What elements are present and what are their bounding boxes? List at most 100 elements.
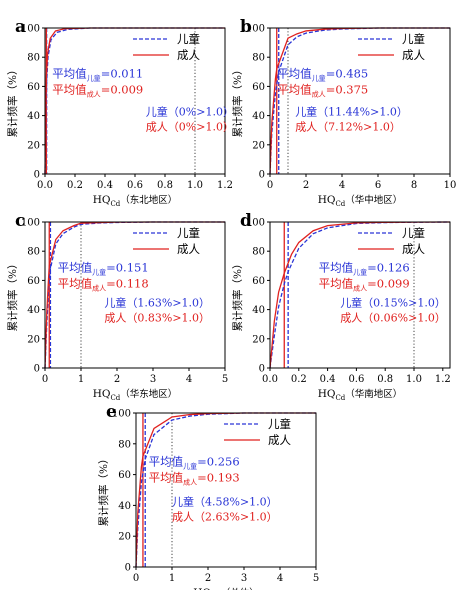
y-tick-label: 80 (252, 247, 265, 258)
y-tick-label: 20 (27, 140, 40, 151)
exceed-annotation-adult: 成人（7.12%>1.0） (295, 121, 401, 134)
mean-value-child: =0.256 (197, 454, 240, 468)
y-tick-label: 60 (118, 470, 131, 481)
legend-label-adult: 成人 (268, 433, 291, 447)
x-tick-label: 4 (339, 180, 345, 191)
y-tick-label: 80 (27, 53, 40, 64)
exceed-annotation-child: 儿童（0%>1.0） (146, 105, 234, 119)
mean-value-child: =0.151 (106, 261, 149, 275)
x-axis-label-region: （东北地区） (120, 194, 177, 206)
x-tick-label: 0.6 (348, 374, 364, 385)
legend-label-child: 儿童 (177, 226, 200, 240)
x-tick-label: 1.0 (187, 180, 203, 191)
mean-annotation-adult: 平均值成人=0.193 (149, 470, 240, 486)
exceed-annotation-adult: 成人（0.83%>1.0） (104, 312, 210, 325)
legend-label-adult: 成人 (402, 242, 425, 256)
exceed-annotation-adult: 成人（0%>1.0） (146, 121, 234, 134)
x-tick-label: 0.2 (291, 374, 307, 385)
x-axis-label-region: （华南地区） (345, 388, 402, 400)
x-tick-label: 1.0 (406, 374, 422, 385)
panel-letter: b (240, 17, 252, 37)
x-tick-label: 0.0 (262, 374, 278, 385)
x-axis-label-sub: Cd (110, 394, 120, 402)
x-tick-label: 0.4 (97, 180, 113, 191)
y-tick-label: 100 (246, 218, 265, 229)
y-tick-label: 60 (27, 82, 40, 93)
x-axis-label: HQCd（总体） (193, 587, 259, 590)
x-tick-label: 2 (205, 573, 211, 584)
x-axis-label: HQCd（华南地区） (318, 388, 403, 402)
legend-label-adult: 成人 (177, 242, 200, 256)
y-axis-label: 累计频率（%） (6, 259, 19, 332)
mean-label: 平均值 (319, 261, 354, 275)
exceed-annotation-child: 儿童（4.58%>1.0） (172, 494, 278, 508)
mean-label: 平均值 (58, 277, 93, 291)
mean-sub-adult: 成人 (353, 284, 367, 293)
y-tick-label: 40 (118, 501, 131, 512)
mean-annotation-child: 平均值儿童=0.151 (58, 261, 149, 277)
x-tick-label: 0.8 (157, 180, 173, 191)
mean-value-adult: =0.193 (197, 470, 240, 484)
plot-frame (269, 221, 451, 369)
mean-annotation-child: 平均值儿童=0.126 (319, 261, 410, 277)
x-axis-label: HQCd（华东地区） (93, 388, 178, 402)
exceed-annotation-adult: 成人（0.06%>1.0） (340, 312, 446, 325)
mean-value-child: =0.011 (101, 67, 144, 81)
mean-sub-adult: 成人 (92, 284, 106, 293)
y-tick-label: 20 (27, 334, 40, 345)
x-axis-label-main: HQ (93, 194, 111, 206)
mean-sub-child: 儿童 (87, 74, 101, 83)
y-tick-label: 20 (118, 532, 131, 543)
mean-sub-child: 儿童 (312, 74, 326, 83)
x-tick-label: 0.6 (127, 180, 143, 191)
x-tick-label: 0.4 (320, 374, 336, 385)
exceed-annotation-child: 儿童（1.63%>1.0） (104, 296, 210, 310)
mean-annotation-adult: 平均值成人=0.118 (58, 277, 149, 293)
mean-sub-child: 儿童 (353, 268, 367, 277)
mean-annotation-child: 平均值儿童=0.485 (277, 67, 368, 83)
mean-label: 平均值 (277, 67, 312, 81)
y-tick-label: 20 (252, 334, 265, 345)
panel-letter: e (106, 402, 117, 422)
mean-value-child: =0.126 (367, 261, 410, 275)
mean-label: 平均值 (58, 261, 93, 275)
mean-sub-adult: 成人 (87, 90, 101, 99)
panel-letter: a (15, 17, 26, 37)
y-tick-label: 80 (27, 247, 40, 258)
chart-panel-e: 020406080100012345e累计频率（%）HQCd（总体）儿童成人平均… (97, 402, 319, 590)
mean-label: 平均值 (319, 277, 354, 291)
y-tick-label: 100 (21, 218, 40, 229)
y-tick-label: 80 (252, 53, 265, 64)
y-tick-label: 40 (27, 111, 40, 122)
x-axis-label-region: （华中地区） (345, 194, 402, 206)
y-axis-label: 累计频率（%） (97, 454, 110, 527)
x-tick-label: 0 (267, 180, 273, 191)
x-axis-label-sub: Cd (335, 200, 345, 208)
x-tick-label: 1 (78, 374, 84, 385)
chart-panel-a: 0 20 40 60 80 100 0.0 0.2 0.4 0.6 0.8 1.0 1.2 a 累计频率（%… (6, 17, 234, 208)
x-tick-label: 0 (42, 374, 48, 385)
mean-label: 平均值 (52, 67, 87, 81)
legend-label-adult: 成人 (402, 48, 425, 62)
mean-annotation-adult: 平均值成人=0.375 (277, 83, 368, 99)
y-tick-label: 100 (112, 409, 131, 420)
y-tick-label: 0 (34, 170, 40, 181)
exceed-annotation-adult: 成人（2.63%>1.0） (172, 510, 278, 523)
y-tick-label: 100 (246, 24, 265, 35)
y-tick-label: 40 (27, 305, 40, 316)
mean-value-adult: =0.118 (106, 277, 149, 291)
x-tick-label: 2 (303, 180, 309, 191)
plot-frame (269, 27, 451, 175)
mean-label: 平均值 (149, 454, 184, 468)
mean-value-adult: =0.099 (367, 277, 410, 291)
y-axis-label: 累计频率（%） (6, 65, 19, 138)
mean-label: 平均值 (52, 83, 87, 97)
mean-annotation-adult: 平均值成人=0.099 (319, 277, 410, 293)
x-axis-label-main: HQ (193, 587, 211, 590)
y-axis-label: 累计频率（%） (231, 65, 244, 138)
legend-label-child: 儿童 (402, 226, 425, 240)
x-axis-label-sub: Cd (110, 200, 120, 208)
